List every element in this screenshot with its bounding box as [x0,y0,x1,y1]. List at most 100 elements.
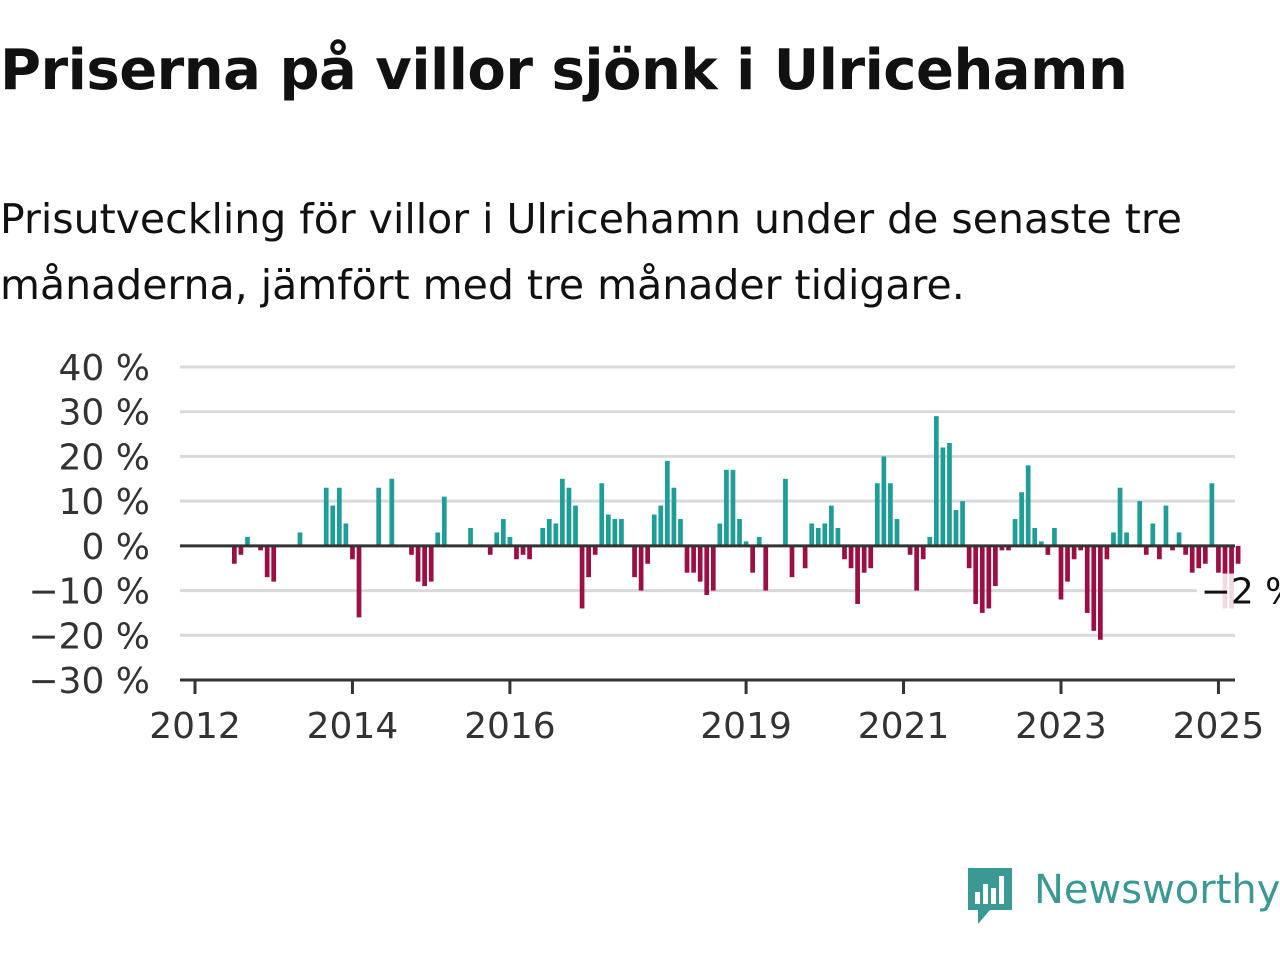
bar [1137,501,1143,546]
bar [330,505,336,546]
chart-subtitle: Prisutveckling för villor i Ulricehamn u… [0,195,1183,309]
y-tick-label: −10 % [28,572,150,613]
bar [1196,545,1202,569]
brand-name: Newsworthy [1034,867,1280,913]
annotation-bg [1196,573,1279,612]
bar [487,545,493,555]
newsworthy-bar-icon [968,868,1012,924]
bar [527,545,532,560]
bar [1006,545,1011,551]
bar [855,545,860,604]
bar [750,545,755,573]
x-tick-label: 2016 [464,706,556,747]
bar [848,545,854,569]
bar [494,532,500,546]
bar [238,545,244,555]
x-tick-label: 2025 [1173,706,1265,747]
bar [966,545,972,569]
bar [376,487,382,546]
bar [953,510,959,546]
bar [802,545,808,569]
x-tick-label: 2021 [858,706,950,747]
bar [691,545,696,573]
bar [632,545,637,578]
bar [1104,545,1110,560]
bar [1065,545,1070,582]
y-tick-label: 40 % [59,348,150,389]
bar [1045,545,1051,555]
bar [232,545,237,564]
bar [671,487,677,546]
bar [1019,492,1024,546]
bar [1235,545,1241,564]
bar [914,545,920,591]
bar [1091,545,1097,631]
y-tick-label: −20 % [28,616,150,657]
bar [1025,465,1031,546]
y-tick-label: 20 % [59,437,150,478]
bar [1143,545,1149,555]
bar [1189,545,1195,573]
bar [724,469,729,546]
bar [271,545,277,582]
bar [428,545,434,582]
bar [809,523,815,546]
bar [933,416,939,546]
bar [822,523,828,546]
bar [651,514,657,546]
bar [343,523,349,546]
bar [612,519,618,546]
bar [920,545,926,560]
bar [560,478,565,546]
axes [180,544,1235,694]
y-tick-label: 0 % [81,527,150,568]
bar [1216,545,1221,573]
y-tick-label: −30 % [28,661,150,702]
bar [730,469,736,546]
bar [422,545,427,587]
bar [894,519,900,546]
bar [546,519,552,546]
bar [1157,545,1162,560]
bar [835,527,841,546]
bar [468,527,473,546]
bar [907,545,913,555]
bar [993,545,998,587]
bar [1183,545,1188,555]
bar [940,447,946,546]
bar [336,487,342,546]
bar [1038,541,1044,546]
bar [245,536,250,546]
annotations: −2 % [1196,572,1280,613]
bar [1117,487,1123,546]
bar [1058,545,1064,600]
gridlines [180,365,1235,637]
bar [815,527,821,546]
bar [861,545,867,573]
bar [592,545,598,555]
bar [842,545,847,560]
bar [586,545,591,578]
y-tick-label: 30 % [59,393,150,434]
bar [638,545,644,591]
bar [520,545,526,555]
bar [1052,527,1057,546]
bar [1150,523,1156,546]
bar [658,505,664,546]
bar [960,501,965,546]
bar [927,536,933,546]
bar [599,483,605,546]
bar [704,545,710,596]
bar [1078,545,1084,551]
y-tick-label: 10 % [59,482,150,523]
x-tick-label: 2014 [307,706,399,747]
bar [763,545,769,591]
x-tick-label: 2023 [1015,706,1107,747]
latest-value-label: −2 % [1201,572,1280,613]
bar [868,545,874,569]
chart-title: Priserna på villor sjönk i Ulricehamn [0,38,1128,103]
bar [1084,545,1090,613]
bar [1097,545,1103,640]
bar [947,443,952,546]
bar [579,545,585,609]
